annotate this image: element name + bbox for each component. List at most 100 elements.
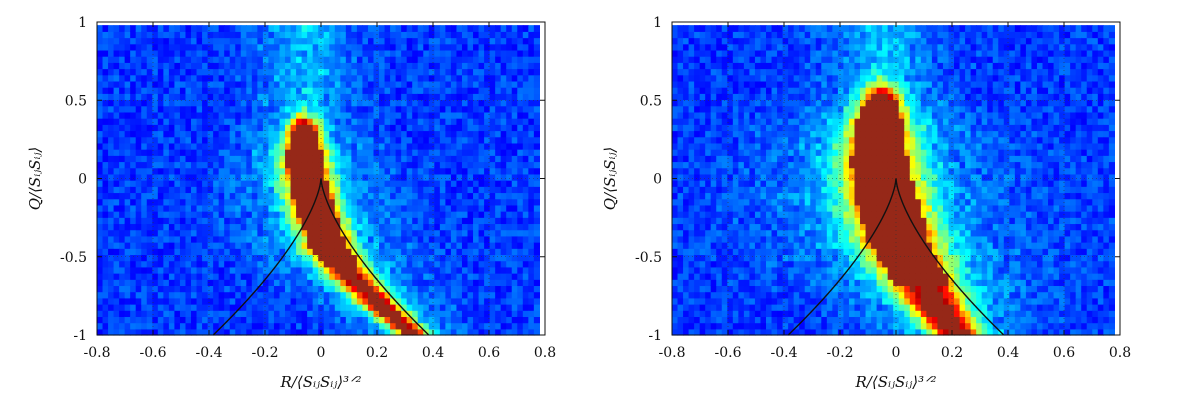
heatmap-cell — [163, 75, 169, 82]
heatmap-cell — [141, 292, 147, 299]
heatmap-cell — [396, 112, 402, 119]
heatmap-cell — [396, 124, 402, 131]
heatmap-cell — [700, 87, 706, 94]
heatmap-cell — [760, 310, 766, 317]
heatmap-cell — [423, 323, 429, 330]
heatmap-cell — [291, 112, 297, 119]
heatmap-cell — [219, 199, 225, 206]
heatmap-cell — [672, 31, 678, 38]
heatmap-cell — [672, 87, 678, 94]
heatmap-cell — [473, 81, 479, 88]
heatmap-cell — [268, 261, 274, 268]
heatmap-cell — [163, 273, 169, 280]
heatmap-cell — [263, 316, 269, 323]
heatmap-cell — [379, 106, 385, 113]
heatmap-cell — [285, 137, 291, 144]
heatmap-cell — [672, 149, 678, 156]
heatmap-cell — [528, 310, 534, 317]
heatmap-cell — [429, 112, 435, 119]
heatmap-cell — [180, 118, 186, 125]
heatmap-cell — [484, 323, 490, 330]
heatmap-cell — [517, 50, 523, 57]
heatmap-cell — [136, 106, 142, 113]
heatmap-cell — [429, 50, 435, 57]
heatmap-cell — [374, 31, 380, 38]
heatmap-cell — [490, 93, 496, 100]
heatmap-cell — [158, 62, 164, 69]
heatmap-cell — [224, 292, 230, 299]
heatmap-cell — [423, 273, 429, 280]
heatmap-cell — [760, 199, 766, 206]
heatmap-cell — [141, 112, 147, 119]
heatmap-cell — [313, 155, 319, 162]
heatmap-cell — [423, 106, 429, 113]
heatmap-cell — [501, 230, 507, 237]
heatmap-cell — [678, 31, 684, 38]
heatmap-cell — [97, 161, 103, 168]
heatmap-cell — [246, 161, 252, 168]
heatmap-cell — [744, 130, 750, 137]
heatmap-cell — [213, 279, 219, 286]
heatmap-cell — [672, 38, 678, 45]
heatmap-cell — [379, 254, 385, 261]
heatmap-cell — [683, 285, 689, 292]
heatmap-cell — [163, 93, 169, 100]
heatmap-cell — [268, 38, 274, 45]
heatmap-cell — [197, 199, 203, 206]
heatmap-cell — [191, 211, 197, 218]
heatmap-cell — [125, 93, 131, 100]
heatmap-cell — [202, 62, 208, 69]
heatmap-cell — [484, 279, 490, 286]
heatmap-cell — [528, 230, 534, 237]
heatmap-cell — [219, 161, 225, 168]
heatmap-cell — [733, 155, 739, 162]
heatmap-cell — [108, 261, 114, 268]
heatmap-cell — [263, 25, 269, 32]
heatmap-cell — [141, 31, 147, 38]
heatmap-cell — [279, 316, 285, 323]
heatmap-cell — [97, 199, 103, 206]
heatmap-cell — [246, 31, 252, 38]
heatmap-cell — [694, 248, 700, 255]
heatmap-cell — [700, 304, 706, 311]
heatmap-cell — [224, 69, 230, 76]
heatmap-cell — [362, 118, 368, 125]
heatmap-cell — [335, 31, 341, 38]
heatmap-cell — [335, 261, 341, 268]
heatmap-cell — [407, 38, 413, 45]
heatmap-cell — [136, 279, 142, 286]
heatmap-cell — [456, 174, 462, 181]
heatmap-cell — [385, 192, 391, 199]
heatmap-cell — [501, 25, 507, 32]
heatmap-cell — [689, 93, 695, 100]
heatmap-cell — [672, 223, 678, 230]
heatmap-cell — [506, 118, 512, 125]
heatmap-cell — [136, 180, 142, 187]
heatmap-cell — [462, 112, 468, 119]
heatmap-cell — [302, 75, 308, 82]
heatmap-cell — [224, 143, 230, 150]
heatmap-cell — [114, 279, 120, 286]
heatmap-cell — [407, 112, 413, 119]
heatmap-cell — [147, 38, 153, 45]
heatmap-cell — [379, 130, 385, 137]
heatmap-cell — [246, 62, 252, 69]
heatmap-cell — [528, 56, 534, 63]
heatmap-cell — [252, 304, 258, 311]
heatmap-cell — [407, 267, 413, 274]
heatmap-cell — [114, 292, 120, 299]
heatmap-cell — [368, 124, 374, 131]
heatmap-cell — [678, 279, 684, 286]
heatmap-cell — [506, 254, 512, 261]
heatmap-cell — [114, 168, 120, 175]
heatmap-cell — [130, 261, 136, 268]
heatmap-cell — [440, 38, 446, 45]
heatmap-cell — [418, 100, 424, 107]
heatmap-cell — [385, 50, 391, 57]
heatmap-cell — [484, 211, 490, 218]
heatmap-cell — [346, 248, 352, 255]
heatmap-cell — [351, 149, 357, 156]
heatmap-cell — [307, 75, 313, 82]
heatmap-cell — [490, 130, 496, 137]
heatmap-cell — [368, 149, 374, 156]
